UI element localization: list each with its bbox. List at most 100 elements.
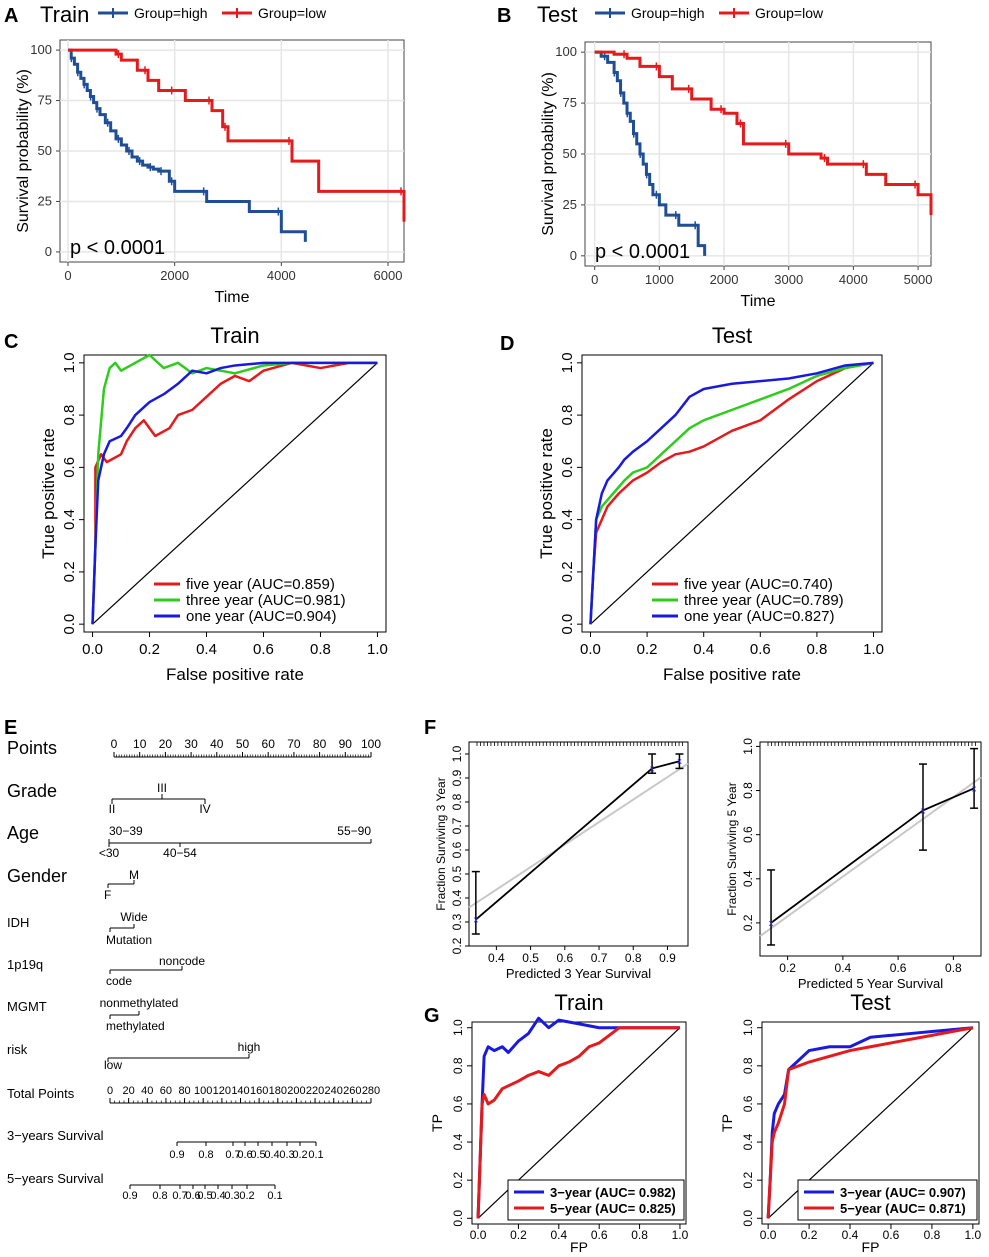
point-marker: x [921, 805, 926, 815]
nomogram-row-label: Age [7, 823, 39, 843]
y-tick-label: 1.0 [450, 745, 464, 762]
nomogram-row-label: Gender [7, 866, 67, 886]
plot-frame [761, 1021, 980, 1225]
y-tick-label: 0.2 [559, 561, 576, 582]
x-tick-label: 4000 [267, 268, 296, 283]
y-axis-label: Survival probability (%) [15, 69, 32, 233]
plot-frame [581, 354, 883, 633]
x-axis-label: Predicted 3 Year Survival [506, 966, 651, 981]
roc-curve [476, 1026, 680, 1219]
axis-tick-label: Wide [120, 910, 148, 924]
y-tick-label: 0.6 [741, 1095, 755, 1112]
axis-tick-label: 0.5 [250, 1149, 265, 1161]
y-tick-label: 0.8 [451, 1057, 465, 1074]
legend-entry: three year (AUC=0.789) [684, 592, 844, 609]
x-tick-label: 0 [64, 268, 71, 283]
panel-label-D: D [500, 333, 514, 355]
axis-tick-label: 0.9 [122, 1190, 137, 1202]
x-tick-label: 0.4 [488, 951, 505, 965]
axis-tick-label: noncode [159, 954, 205, 968]
calibration-panel-5y: x x x 0.2 0.4 0.6 0.8 0.2 0.4 0.6 0.8 1.0 Predicted … [725, 738, 982, 991]
axis-tick-label: 0.8 [198, 1149, 213, 1161]
survival-curve-low [68, 48, 406, 222]
ideal-line [759, 776, 982, 937]
axis-tick-label: 280 [362, 1085, 380, 1097]
y-axis-label: True positive rate [39, 428, 58, 559]
nomogram-row-label: 1p19q [7, 957, 43, 972]
roc-curve [91, 361, 378, 625]
nomogram-row-label: Grade [7, 781, 57, 801]
p-value: p < 0.0001 [595, 241, 690, 263]
legend-entry: 5−year (AUC= 0.871) [840, 1201, 966, 1216]
x-axis-label: Time [741, 293, 776, 310]
y-tick-label: 0.4 [451, 1133, 465, 1150]
nomogram-row-label: risk [7, 1042, 28, 1057]
axis-tick-label: code [106, 974, 132, 988]
y-tick-label: 0.8 [559, 405, 576, 426]
x-tick-label: 0.0 [82, 641, 103, 658]
survival-curve-high [594, 50, 707, 256]
ideal-line [468, 762, 689, 909]
y-axis-label: TP [429, 1114, 445, 1132]
y-tick-label: 0.4 [741, 870, 755, 887]
survival-curve-high [68, 48, 307, 242]
y-tick-label: 0.0 [451, 1210, 465, 1227]
roc-panel-D: 0.0 0.2 0.4 0.6 0.8 1.0 0.0 0.2 0.4 0.6 0.8 1.0 Test… [537, 323, 884, 684]
axis-tick-label: 40 [141, 1085, 153, 1097]
y-tick-label: 50 [38, 143, 52, 158]
legend-entry: one year (AUC=0.827) [684, 608, 835, 625]
calibration-line [475, 760, 680, 921]
legend-entry: Group=low [755, 5, 824, 21]
axis-tick-label: IV [199, 802, 210, 816]
y-axis-label: Fraction Surviving 5 Year [725, 782, 739, 915]
y-tick-label: 0.4 [450, 889, 464, 906]
x-tick-label: 0.8 [310, 641, 331, 658]
chart-title: Test [712, 323, 752, 348]
y-tick-label: 0.6 [61, 457, 78, 478]
axis-tick-label: 0.8 [152, 1190, 167, 1202]
point-marker: x [769, 918, 774, 928]
y-tick-label: 0.6 [451, 1095, 465, 1112]
y-tick-label: 75 [38, 93, 52, 108]
roc-curve [476, 1016, 680, 1219]
axis-tick-label: nonmethylated [100, 996, 179, 1010]
y-tick-label: 0.3 [450, 913, 464, 930]
x-tick-label: 3000 [774, 272, 803, 287]
roc-panel-G-train: 0.0 0.2 0.4 0.6 0.8 1.0 0.0 0.2 0.4 0.6 0.8 1.0 Trai… [429, 990, 689, 1255]
chart-title: Test [850, 990, 890, 1015]
plot-frame [471, 1021, 687, 1225]
y-tick-label: 0.0 [559, 614, 576, 635]
x-tick-label: 0.8 [806, 641, 827, 658]
x-axis-label: False positive rate [166, 665, 304, 684]
diagonal-reference [590, 362, 874, 625]
axis-tick-label: 70 [287, 737, 301, 751]
x-axis-label: FP [570, 1239, 588, 1255]
x-tick-label: 0.8 [945, 961, 962, 975]
axis-tick-label: 80 [178, 1085, 190, 1097]
axis-tick-label: methylated [106, 1019, 165, 1033]
y-axis-label: Survival probability (%) [540, 72, 557, 236]
x-tick-label: 5000 [904, 272, 933, 287]
x-tick-label: 2000 [710, 272, 739, 287]
point-marker: x [650, 763, 655, 773]
x-axis-label: Predicted 5 Year Survival [798, 976, 943, 991]
axis-tick-label: 90 [339, 737, 353, 751]
y-tick-label: 0 [45, 244, 52, 259]
x-tick-label: 1.0 [965, 1228, 982, 1242]
axis-tick-label: 30 [184, 737, 198, 751]
axis-tick-label: 20 [159, 737, 173, 751]
axis-tick-label: 55−90 [337, 824, 371, 838]
panel-label-F: F [424, 717, 436, 739]
y-tick-label: 0.4 [61, 509, 78, 530]
axis-tick-label: II [109, 802, 116, 816]
axis-tick-label: 0.2 [239, 1190, 254, 1202]
x-axis-label: FP [862, 1239, 880, 1255]
p-value: p < 0.0001 [70, 237, 165, 259]
roc-curve [91, 353, 378, 625]
x-tick-label: 0.0 [580, 641, 601, 658]
legend-entry: 5−year (AUC= 0.825) [550, 1201, 676, 1216]
y-tick-label: 0.2 [741, 1172, 755, 1189]
panel-label-C: C [4, 331, 18, 353]
nomogram-row-label: Total Points [7, 1086, 75, 1101]
axis-tick-label: 160 [250, 1085, 268, 1097]
